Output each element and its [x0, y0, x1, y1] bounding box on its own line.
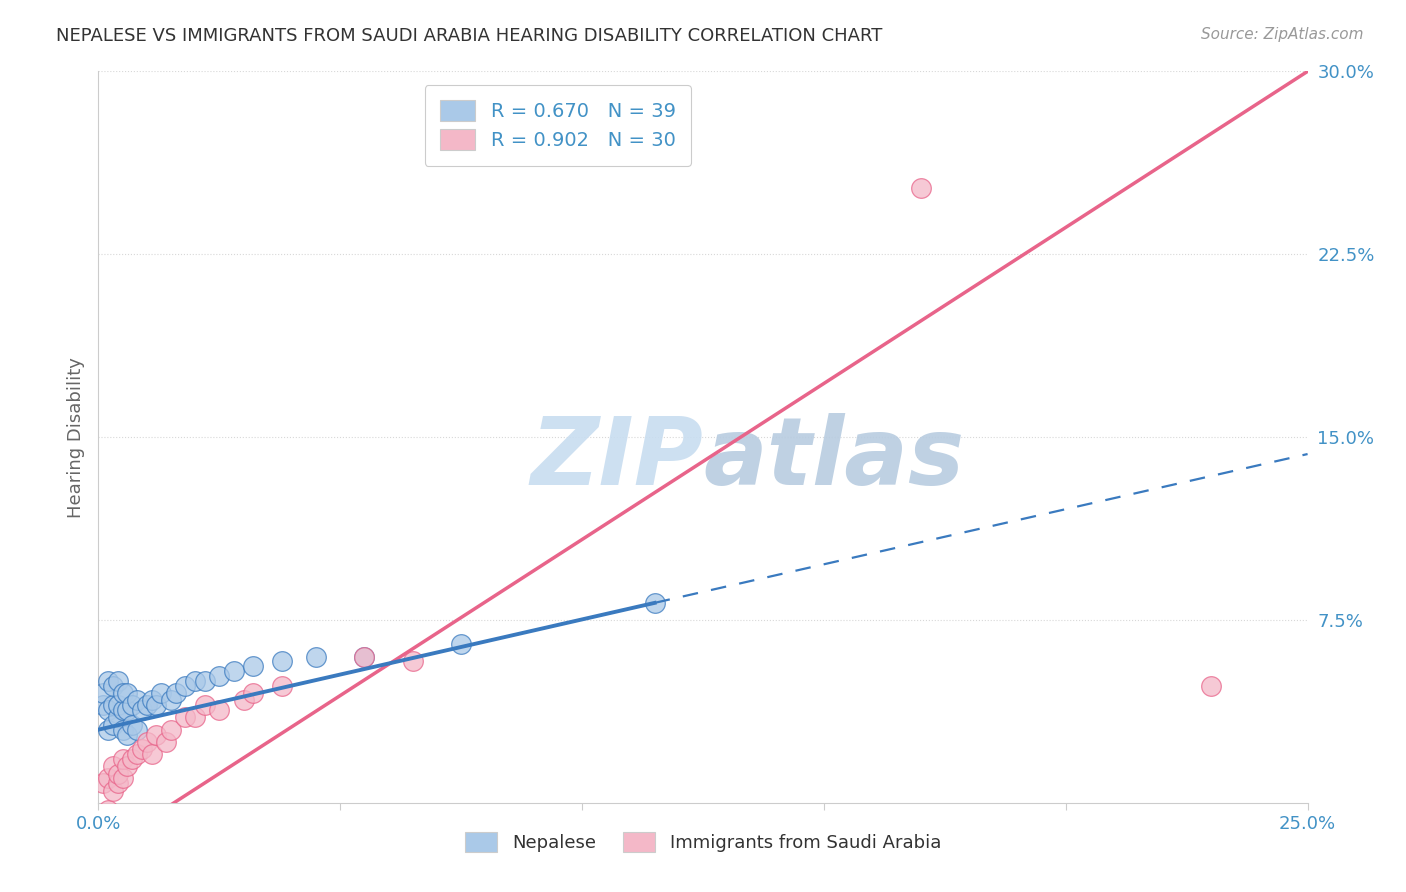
- Point: [117, 759, 139, 773]
- Point: [222, 664, 245, 678]
- Point: [242, 686, 264, 700]
- Point: [145, 698, 167, 713]
- Legend: Nepalese, Immigrants from Saudi Arabia: Nepalese, Immigrants from Saudi Arabia: [457, 825, 949, 860]
- Point: [101, 698, 124, 713]
- Point: [91, 686, 114, 700]
- Point: [141, 747, 163, 761]
- Point: [117, 703, 139, 717]
- Point: [111, 752, 134, 766]
- Point: [232, 693, 254, 707]
- Point: [208, 703, 231, 717]
- Point: [107, 673, 129, 688]
- Point: [271, 679, 294, 693]
- Point: [97, 673, 120, 688]
- Point: [97, 772, 120, 786]
- Point: [91, 808, 114, 822]
- Point: [135, 735, 157, 749]
- Text: Source: ZipAtlas.com: Source: ZipAtlas.com: [1201, 27, 1364, 42]
- Point: [160, 693, 183, 707]
- Point: [135, 698, 157, 713]
- Point: [91, 776, 114, 790]
- Point: [127, 693, 149, 707]
- Point: [111, 772, 134, 786]
- Point: [305, 649, 328, 664]
- Point: [174, 710, 197, 724]
- Y-axis label: Hearing Disability: Hearing Disability: [66, 357, 84, 517]
- Point: [111, 686, 134, 700]
- Point: [208, 669, 231, 683]
- Point: [107, 710, 129, 724]
- Point: [131, 703, 153, 717]
- Point: [160, 723, 183, 737]
- Point: [91, 698, 114, 713]
- Point: [107, 698, 129, 713]
- Point: [117, 727, 139, 741]
- Point: [107, 776, 129, 790]
- Point: [127, 747, 149, 761]
- Point: [127, 723, 149, 737]
- Point: [194, 698, 217, 713]
- Point: [97, 723, 120, 737]
- Point: [353, 649, 375, 664]
- Point: [1199, 679, 1222, 693]
- Point: [97, 803, 120, 817]
- Point: [121, 698, 143, 713]
- Point: [107, 766, 129, 780]
- Point: [145, 727, 167, 741]
- Point: [101, 759, 124, 773]
- Point: [271, 654, 294, 668]
- Point: [402, 654, 425, 668]
- Text: atlas: atlas: [703, 413, 965, 505]
- Text: NEPALESE VS IMMIGRANTS FROM SAUDI ARABIA HEARING DISABILITY CORRELATION CHART: NEPALESE VS IMMIGRANTS FROM SAUDI ARABIA…: [56, 27, 883, 45]
- Point: [150, 686, 173, 700]
- Point: [121, 718, 143, 732]
- Point: [194, 673, 217, 688]
- Point: [242, 659, 264, 673]
- Point: [184, 710, 207, 724]
- Point: [97, 703, 120, 717]
- Point: [165, 686, 187, 700]
- Point: [121, 752, 143, 766]
- Point: [644, 596, 666, 610]
- Point: [174, 679, 197, 693]
- Text: ZIP: ZIP: [530, 413, 703, 505]
- Point: [131, 742, 153, 756]
- Point: [141, 693, 163, 707]
- Point: [117, 686, 139, 700]
- Point: [111, 723, 134, 737]
- Point: [155, 735, 177, 749]
- Point: [111, 703, 134, 717]
- Point: [353, 649, 375, 664]
- Point: [101, 783, 124, 797]
- Point: [910, 181, 932, 195]
- Point: [450, 637, 472, 651]
- Point: [101, 718, 124, 732]
- Point: [101, 679, 124, 693]
- Point: [184, 673, 207, 688]
